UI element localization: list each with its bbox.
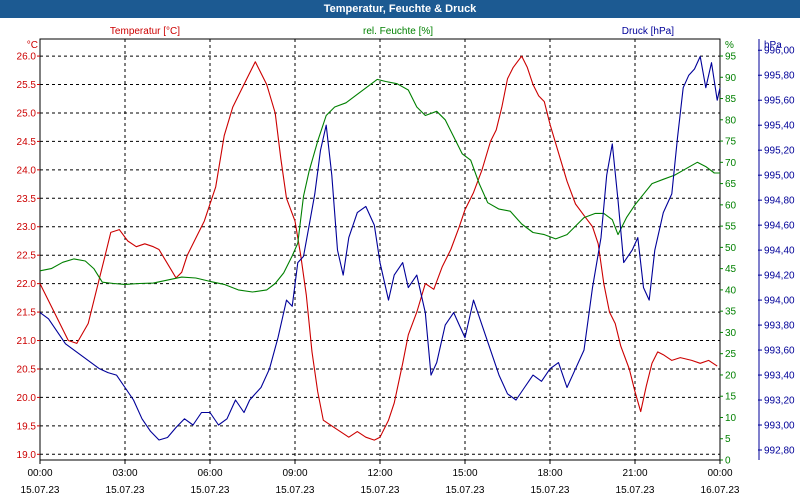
tick-label: 50 [725,243,737,254]
tick-label: 995,00 [764,171,795,182]
temperature-axis: 19.0 19.5 20.0 20.5 21.0 21.5 22.0 22.5 23.0 23.5… [17,52,40,461]
tick-label: 65 [725,179,737,190]
tick-label: 995,60 [764,96,795,107]
tick-label: 40 [725,285,737,296]
line-chart: 19.0 19.5 20.0 20.5 21.0 21.5 22.0 22.5 23.0 23.5… [17,26,795,496]
tick-label: 993,00 [764,421,795,432]
tick-label: 5 [725,434,731,445]
x-tick-date: 15.07.23 [276,485,315,496]
tick-label: 25.0 [17,108,37,119]
pressure-unit-label: hPa [764,40,782,51]
tick-label: 995,40 [764,121,795,132]
tick-label: 993,60 [764,346,795,357]
x-tick-time: 00:00 [707,468,732,479]
tick-label: 994,80 [764,196,795,207]
x-tick-date: 16.07.23 [701,485,740,496]
humidity-axis-label: rel. Feuchte [%] [363,26,433,37]
tick-label: 26.0 [17,52,37,63]
x-tick-time: 09:00 [282,468,307,479]
tick-label: 994,00 [764,296,795,307]
tick-label: 25 [725,349,737,360]
x-tick-date: 15.07.23 [106,485,145,496]
x-tick-date: 15.07.23 [21,485,60,496]
tick-label: 996,00 [764,46,795,57]
tick-label: 995,80 [764,71,795,82]
tick-label: 10 [725,413,737,424]
tick-label: 95 [725,52,737,63]
tick-label: 19.0 [17,450,37,461]
x-tick-date: 15.07.23 [446,485,485,496]
tick-label: 24.5 [17,137,37,148]
series-line-temperature [39,55,718,441]
tick-label: 992,80 [764,446,795,457]
x-tick-time: 21:00 [622,468,647,479]
tick-label: 75 [725,137,737,148]
tick-label: 60 [725,200,737,211]
series-line-humidity [39,78,720,293]
series-line-pressure [39,55,721,441]
tick-label: 90 [725,73,737,84]
tick-label: 20.5 [17,364,37,375]
tick-label: 45 [725,264,737,275]
tick-label: 22.0 [17,279,37,290]
tick-label: 22.5 [17,251,37,262]
tick-label: 993,40 [764,371,795,382]
tick-label: 30 [725,328,737,339]
temperature-unit-label: °C [27,40,38,51]
humidity-axis: 0 5 10 15 20 25 30 35 40 45 50 55 60 65 70 75 80 85 90 95 [720,52,737,467]
pressure-axis: 992,80 993,00 993,20 993,40 993,60 993,80 994,… [758,39,795,460]
tick-label: 35 [725,307,737,318]
grid [40,39,720,460]
humidity-unit-label: % [725,40,734,51]
tick-label: 80 [725,115,737,126]
tick-label: 21.5 [17,308,37,319]
x-tick-time: 03:00 [112,468,137,479]
x-tick-time: 00:00 [27,468,52,479]
temperature-axis-label: Temperatur [°C] [110,26,180,37]
x-tick-date: 15.07.23 [361,485,400,496]
tick-label: 21.0 [17,336,37,347]
tick-label: 994,40 [764,246,795,257]
x-tick-time: 06:00 [197,468,222,479]
tick-label: 85 [725,94,737,105]
tick-label: 15 [725,392,737,403]
x-tick-date: 15.07.23 [191,485,230,496]
tick-label: 994,20 [764,271,795,282]
tick-label: 23.5 [17,194,37,205]
tick-label: 70 [725,158,737,169]
chart-title: Temperatur, Feuchte & Druck [0,0,800,18]
tick-label: 993,20 [764,396,795,407]
time-axis: 00:00 15.07.23 03:00 15.07.23 06:00 15.07.23 0… [21,460,740,496]
tick-label: 20.0 [17,393,37,404]
x-tick-time: 18:00 [537,468,562,479]
pressure-axis-label: Druck [hPa] [622,26,674,37]
tick-label: 24.0 [17,165,37,176]
tick-label: 55 [725,222,737,233]
tick-label: 995,20 [764,146,795,157]
series-layer [39,55,721,441]
tick-label: 25.5 [17,80,37,91]
tick-label: 19.5 [17,421,37,432]
x-tick-date: 15.07.23 [616,485,655,496]
x-tick-time: 15:00 [452,468,477,479]
tick-label: 0 [725,456,731,467]
x-tick-time: 12:00 [367,468,392,479]
x-tick-date: 15.07.23 [531,485,570,496]
tick-label: 23.0 [17,222,37,233]
tick-label: 993,80 [764,321,795,332]
tick-label: 20 [725,370,737,381]
tick-label: 994,60 [764,221,795,232]
